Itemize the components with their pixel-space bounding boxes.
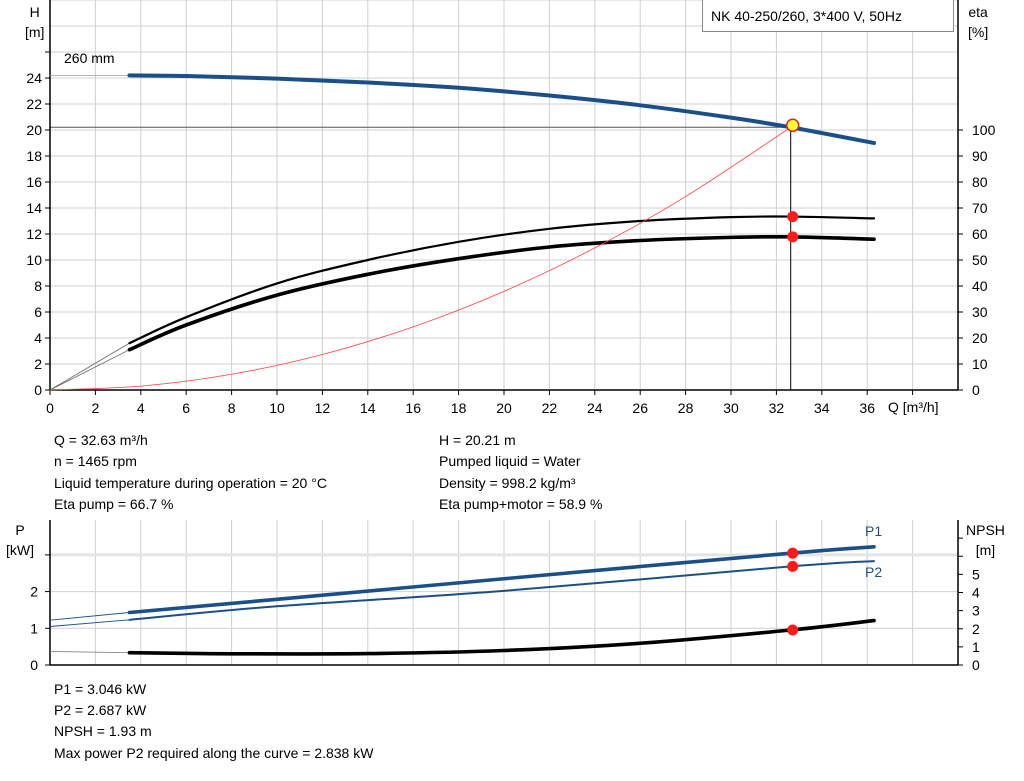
npsh-axis-label: NPSH [m]	[966, 522, 1005, 558]
q-tick-label: 22	[542, 400, 558, 416]
h-tick-label: 4	[34, 330, 42, 346]
info-pumped-liquid: Pumped liquid = Water	[439, 453, 581, 469]
info-eta-pump-motor: Eta pump+motor = 58.9 %	[439, 496, 603, 512]
h-axis-label: H [m]	[25, 4, 45, 40]
info-p1: P1 = 3.046 kW	[54, 681, 147, 697]
info-q: Q = 32.63 m³/h	[54, 432, 148, 448]
q-tick-label: 30	[723, 400, 739, 416]
info-npsh: NPSH = 1.93 m	[54, 723, 152, 739]
eta-tick-label: 100	[972, 122, 996, 138]
info-eta-pump: Eta pump = 66.7 %	[54, 496, 174, 512]
eta-tick-label: 30	[972, 304, 988, 320]
info-liquid-temp: Liquid temperature during operation = 20…	[54, 475, 327, 491]
info-speed: n = 1465 rpm	[54, 453, 137, 469]
chart-title: NK 40-250/260, 3*400 V, 50Hz	[702, 0, 954, 32]
impeller-diameter-label: 260 mm	[64, 50, 115, 66]
eta-tick-label: 70	[972, 200, 988, 216]
eta-pump-curve	[128, 215, 876, 345]
eta-tick-label: 60	[972, 226, 988, 242]
eta-pump-motor-curve	[127, 234, 876, 352]
h-tick-label: 20	[26, 122, 42, 138]
q-tick-label: 8	[228, 400, 236, 416]
eta-tick-label: 90	[972, 148, 988, 164]
head-curve	[127, 73, 877, 145]
q-tick-label: 16	[405, 400, 421, 416]
q-tick-label: 14	[360, 400, 376, 416]
h-tick-label: 0	[34, 382, 42, 398]
npsh-tick-label: 4	[972, 585, 980, 601]
npsh-tick-label: 0	[972, 657, 980, 673]
q-tick-label: 20	[496, 400, 512, 416]
eta-tick-label: 0	[972, 382, 980, 398]
npsh-tick-label: 5	[972, 566, 980, 582]
q-tick-label: 10	[269, 400, 285, 416]
npsh-duty-point	[787, 624, 799, 636]
h-tick-label: 6	[34, 304, 42, 320]
q-tick-label: 28	[678, 400, 694, 416]
q-tick-label: 36	[859, 400, 875, 416]
NPSH-curve	[127, 618, 876, 656]
p-tick-label: 0	[30, 657, 38, 673]
eta-tick-label: 50	[972, 252, 988, 268]
q-tick-label: 4	[137, 400, 145, 416]
q-tick-label: 0	[46, 400, 54, 416]
q-axis-label: Q [m³/h]	[888, 399, 939, 415]
h-tick-label: 24	[26, 70, 42, 86]
info-h: H = 20.21 m	[439, 432, 516, 448]
h-tick-label: 10	[26, 252, 42, 268]
eta-tick-label: 20	[972, 330, 988, 346]
info-max-power: Max power P2 required along the curve = …	[54, 745, 374, 761]
h-tick-label: 14	[26, 200, 42, 216]
info-density: Density = 998.2 kg/m³	[439, 475, 576, 491]
q-tick-label: 26	[632, 400, 648, 416]
npsh-tick-label: 3	[972, 603, 980, 619]
p1-duty-point	[787, 547, 799, 559]
info-p2: P2 = 2.687 kW	[54, 702, 147, 718]
q-tick-label: 6	[182, 400, 190, 416]
p2-duty-point	[787, 560, 799, 572]
eta-tick-label: 80	[972, 174, 988, 190]
p1-series-label: P1	[865, 523, 883, 539]
eta-axis-label: eta [%]	[968, 4, 989, 40]
duty-point	[785, 118, 800, 133]
h-tick-label: 8	[34, 278, 42, 294]
q-tick-label: 12	[315, 400, 331, 416]
p-axis-label: P [kW]	[6, 522, 34, 558]
p2-series-label: P2	[865, 564, 883, 580]
P2-extension-line	[49, 619, 130, 627]
eta-pump-motor-duty-point	[787, 231, 799, 243]
eta-pump-extension-line	[49, 342, 130, 391]
npsh-tick-label: 2	[972, 621, 980, 637]
p-tick-label: 1	[30, 620, 38, 636]
eta-pump-motor-extension-line	[49, 349, 130, 391]
q-tick-label: 24	[587, 400, 603, 416]
system-curve-curve	[49, 126, 792, 391]
h-tick-label: 2	[34, 356, 42, 372]
q-tick-label: 34	[814, 400, 830, 416]
eta-pump-duty-point	[787, 211, 799, 223]
P2-curve	[128, 560, 876, 621]
P1-curve	[127, 544, 876, 615]
q-tick-label: 32	[769, 400, 785, 416]
eta-tick-label: 10	[972, 356, 988, 372]
npsh-tick-label: 1	[972, 639, 980, 655]
q-tick-label: 18	[451, 400, 467, 416]
p-tick-label: 2	[30, 584, 38, 600]
h-tick-label: 18	[26, 148, 42, 164]
h-tick-label: 16	[26, 174, 42, 190]
P1-extension-line	[49, 612, 130, 621]
h-tick-label: 22	[26, 96, 42, 112]
q-tick-label: 2	[92, 400, 100, 416]
eta-tick-label: 40	[972, 278, 988, 294]
h-tick-label: 12	[26, 226, 42, 242]
NPSH-extension-line	[49, 650, 130, 654]
